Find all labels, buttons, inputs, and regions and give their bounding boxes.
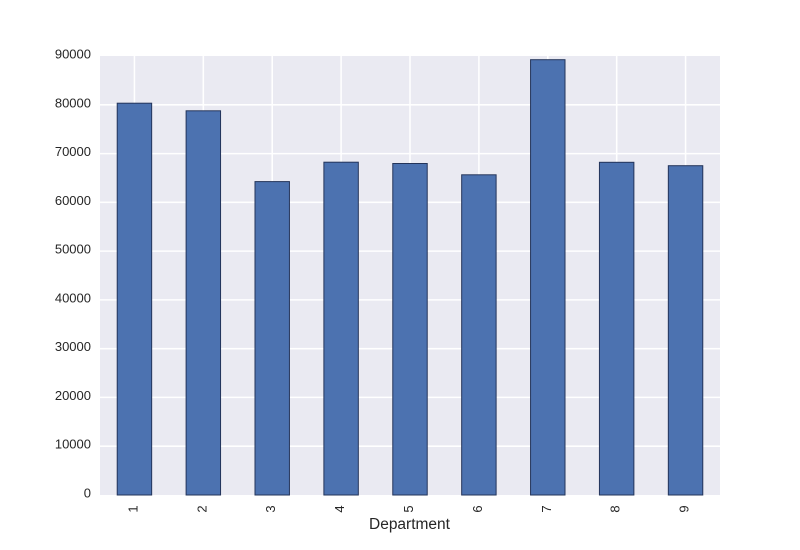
svg-text:3: 3 [263,505,278,512]
svg-text:4: 4 [332,505,347,512]
svg-text:10000: 10000 [55,437,91,452]
svg-text:2: 2 [194,505,209,512]
svg-text:90000: 90000 [55,47,91,62]
svg-text:1: 1 [125,505,140,512]
svg-text:8: 8 [608,505,623,512]
svg-text:9: 9 [677,505,692,512]
svg-text:0: 0 [84,486,91,501]
svg-text:80000: 80000 [55,95,91,110]
svg-text:50000: 50000 [55,242,91,257]
svg-text:Department: Department [369,516,451,533]
svg-text:60000: 60000 [55,193,91,208]
svg-text:7: 7 [539,505,554,512]
svg-text:20000: 20000 [55,388,91,403]
svg-text:6: 6 [470,505,485,512]
svg-text:40000: 40000 [55,290,91,305]
svg-text:30000: 30000 [55,339,91,354]
svg-text:70000: 70000 [55,144,91,159]
svg-text:5: 5 [401,505,416,512]
